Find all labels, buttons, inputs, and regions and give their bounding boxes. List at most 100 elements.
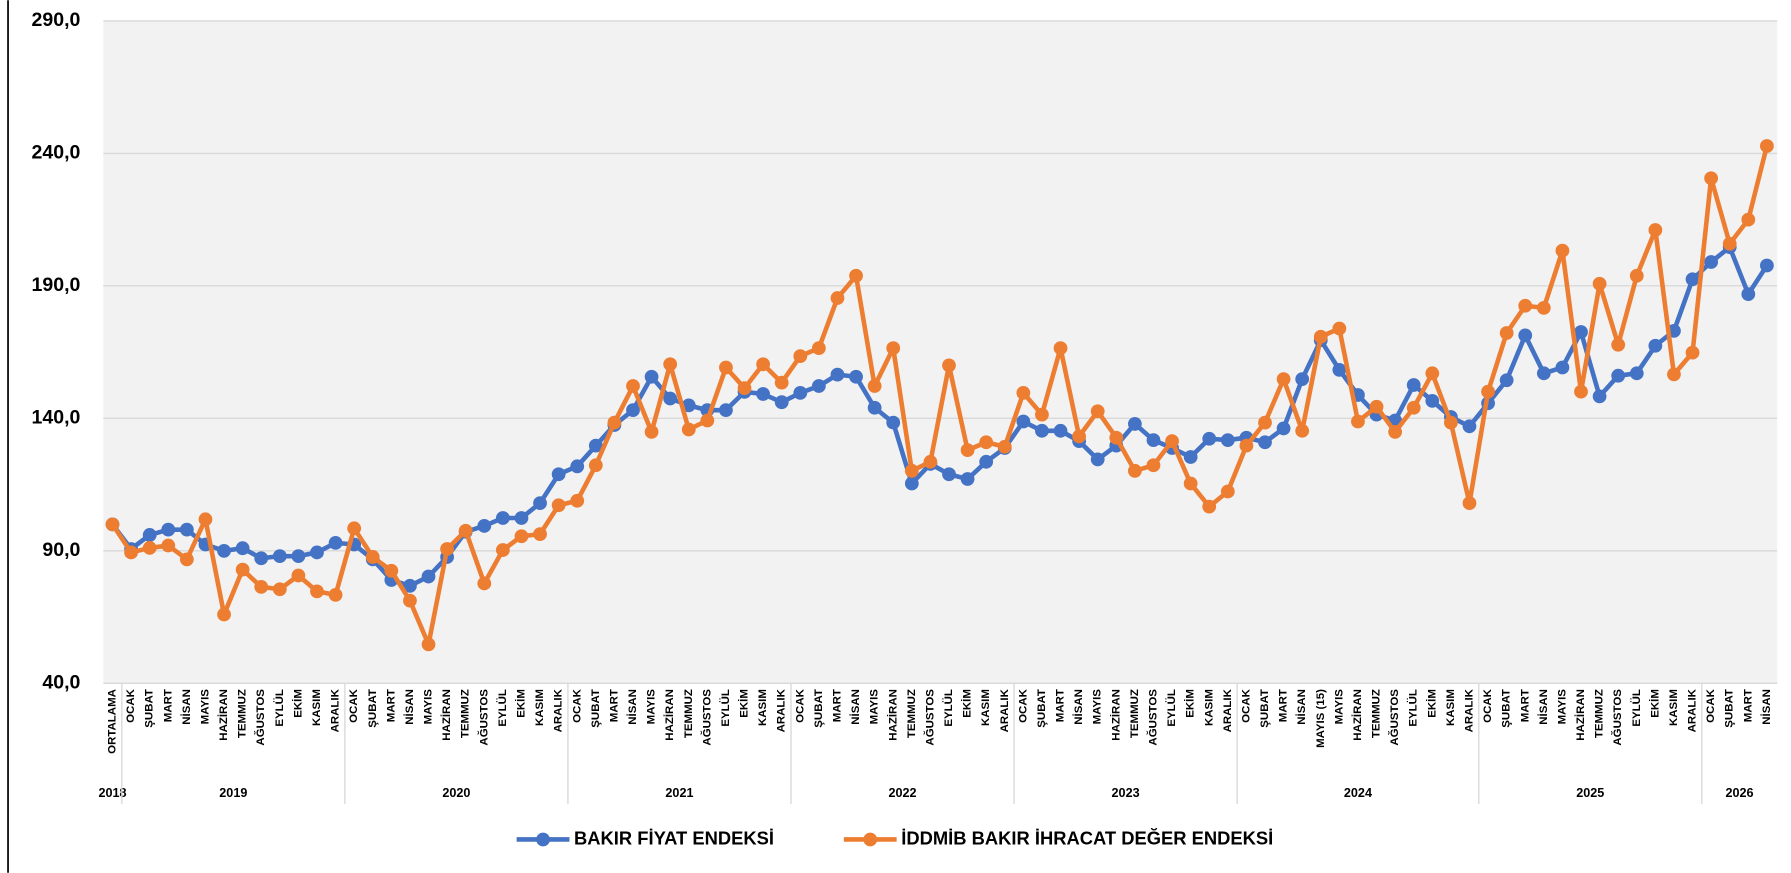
data-point bbox=[272, 549, 287, 564]
data-point bbox=[1499, 373, 1514, 388]
x-tick-label: EYLÜL bbox=[1630, 689, 1643, 727]
data-point bbox=[1611, 368, 1626, 383]
data-point bbox=[1425, 393, 1440, 408]
x-tick-label: ARALIK bbox=[330, 688, 342, 732]
year-label: 2026 bbox=[1725, 786, 1753, 800]
data-point bbox=[495, 543, 510, 557]
x-tick-label: KASIM bbox=[1203, 689, 1215, 726]
data-point bbox=[1685, 272, 1700, 287]
x-tick-label: EYLÜL bbox=[1165, 689, 1178, 727]
data-point bbox=[161, 522, 176, 537]
data-point bbox=[1741, 287, 1756, 301]
x-tick-label: ŞUBAT bbox=[1036, 689, 1048, 728]
data-point bbox=[1704, 171, 1719, 186]
x-tick-label: MAYIS bbox=[869, 689, 881, 725]
data-point bbox=[254, 579, 269, 594]
data-point bbox=[1629, 268, 1644, 283]
x-tick-label: OCAK bbox=[348, 688, 360, 722]
x-tick-label: KASIM bbox=[980, 689, 992, 726]
data-point bbox=[1016, 386, 1031, 400]
data-point bbox=[979, 454, 994, 469]
data-point bbox=[310, 584, 324, 599]
x-tick-label: MAYIS bbox=[1556, 689, 1568, 725]
data-point bbox=[607, 415, 622, 430]
legend-marker bbox=[536, 832, 550, 847]
data-point bbox=[124, 545, 138, 560]
data-point bbox=[1574, 384, 1588, 399]
data-point bbox=[849, 369, 863, 384]
x-tick-label: ORTALAMA bbox=[107, 689, 119, 754]
data-point bbox=[867, 379, 882, 393]
data-point bbox=[811, 341, 826, 356]
x-tick-label: MAYIS bbox=[646, 689, 658, 725]
x-tick-label: MAYIS bbox=[423, 689, 435, 725]
data-point bbox=[626, 403, 640, 418]
year-label: 2019 bbox=[219, 786, 247, 800]
data-point bbox=[1592, 389, 1607, 404]
data-point bbox=[551, 498, 566, 513]
x-tick-label: OCAK bbox=[1240, 688, 1252, 722]
data-point bbox=[328, 587, 343, 602]
x-tick-label: OCAK bbox=[571, 688, 583, 722]
x-tick-label: ŞUBAT bbox=[1724, 689, 1736, 728]
data-point bbox=[1499, 326, 1514, 340]
data-point bbox=[904, 476, 919, 491]
data-point bbox=[1574, 325, 1588, 339]
x-tick-label: EKİM bbox=[738, 689, 751, 718]
data-point bbox=[774, 375, 789, 390]
data-point bbox=[942, 467, 956, 482]
data-point bbox=[179, 552, 194, 567]
data-point bbox=[347, 521, 362, 536]
x-tick-label: ARALIK bbox=[1464, 688, 1476, 732]
data-point bbox=[1760, 139, 1774, 153]
data-point bbox=[198, 512, 213, 527]
data-point bbox=[867, 400, 882, 415]
y-tick-label: 90,0 bbox=[42, 539, 80, 561]
x-tick-label: NİSAN bbox=[180, 689, 193, 725]
data-point bbox=[644, 424, 659, 439]
data-point bbox=[1667, 367, 1681, 382]
x-tick-label: HAZİRAN bbox=[886, 689, 899, 741]
data-point bbox=[142, 528, 157, 542]
data-point bbox=[291, 549, 306, 564]
x-tick-label: ARALIK bbox=[999, 688, 1011, 732]
data-point bbox=[1332, 362, 1347, 377]
data-point bbox=[421, 637, 436, 652]
data-point bbox=[1722, 236, 1737, 251]
data-point bbox=[1351, 414, 1365, 429]
x-tick-label: TEMMUZ bbox=[906, 689, 918, 738]
data-point bbox=[811, 379, 826, 393]
data-point bbox=[1462, 419, 1477, 434]
data-point bbox=[1313, 329, 1328, 344]
data-point bbox=[217, 607, 231, 622]
x-tick-label: AĞUSTOS bbox=[1388, 689, 1401, 746]
data-point bbox=[942, 358, 956, 373]
x-tick-label: ARALIK bbox=[1687, 688, 1699, 732]
data-point bbox=[1276, 421, 1291, 436]
data-point bbox=[1035, 407, 1049, 422]
data-point bbox=[997, 439, 1012, 454]
data-point bbox=[1685, 345, 1700, 360]
x-tick-label: MART bbox=[1055, 689, 1067, 722]
x-tick-label: HAZİRAN bbox=[1109, 689, 1122, 741]
x-tick-label: ŞUBAT bbox=[1259, 689, 1271, 728]
data-point bbox=[403, 578, 417, 593]
y-tick-label: 40,0 bbox=[42, 671, 80, 693]
data-point bbox=[1202, 431, 1217, 446]
x-tick-label: KASIM bbox=[757, 689, 769, 726]
data-point bbox=[1220, 433, 1235, 447]
x-tick-label: OCAK bbox=[794, 688, 806, 722]
data-point bbox=[1406, 378, 1421, 392]
x-tick-label: EYLÜL bbox=[719, 689, 732, 727]
x-tick-label: HAZİRAN bbox=[440, 689, 453, 741]
data-point bbox=[1648, 338, 1663, 353]
data-point bbox=[533, 527, 547, 542]
x-tick-label: MAYIS bbox=[1092, 689, 1104, 725]
data-point bbox=[1220, 484, 1235, 499]
x-tick-label: TEMMUZ bbox=[1129, 689, 1141, 738]
data-point bbox=[235, 562, 250, 577]
data-point bbox=[1090, 404, 1105, 419]
x-tick-label: EKİM bbox=[961, 689, 974, 718]
x-tick-label: ŞUBAT bbox=[144, 689, 156, 728]
